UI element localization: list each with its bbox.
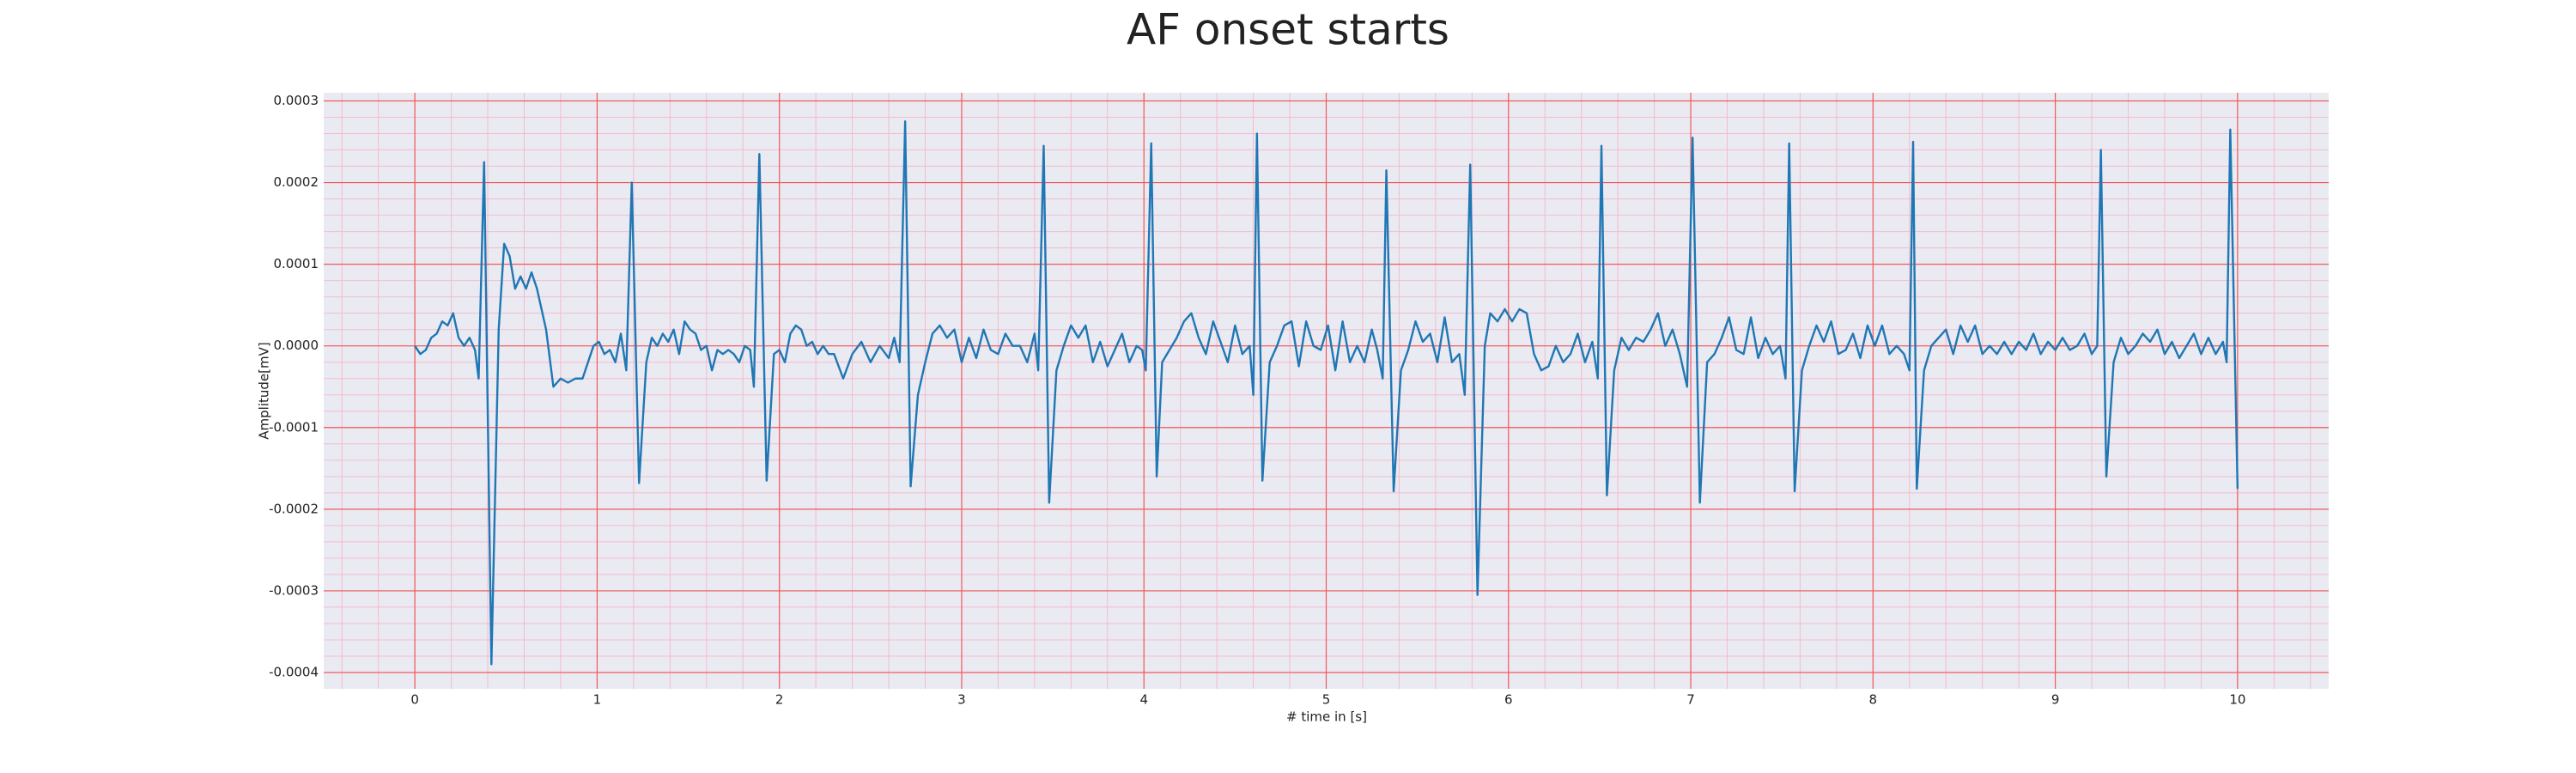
x-tick-label: 6	[1504, 692, 1513, 708]
x-tick-label: 7	[1686, 692, 1695, 708]
y-tick-label: 0.0000	[274, 338, 319, 353]
y-tick-label: -0.0004	[269, 664, 319, 679]
y-axis-label: Amplitude[mV]	[257, 342, 272, 439]
x-tick-label: 5	[1322, 692, 1331, 708]
x-tick-label: 1	[593, 692, 602, 708]
signal-line	[414, 120, 2239, 666]
x-tick-label: 0	[410, 692, 419, 708]
x-tick-label: 10	[2229, 692, 2245, 708]
x-tick-label: 4	[1139, 692, 1148, 708]
x-axis-label: # time in [s]	[1286, 709, 1367, 725]
grid	[324, 93, 2329, 689]
x-tick-label: 8	[1869, 692, 1878, 708]
marks	[414, 120, 2239, 666]
y-tick-label: 0.0003	[274, 93, 319, 108]
y-tick-label: -0.0003	[269, 582, 319, 598]
x-tick-label: 9	[2051, 692, 2060, 708]
y-tick-label: 0.0001	[274, 256, 319, 271]
y-tick-label: -0.0001	[269, 419, 319, 435]
x-tick-label: 3	[957, 692, 966, 708]
y-tick-label: 0.0002	[274, 174, 319, 190]
x-tick-label: 2	[775, 692, 784, 708]
chart-title: AF onset starts	[1127, 5, 1449, 55]
y-tick-label: -0.0002	[269, 501, 319, 516]
